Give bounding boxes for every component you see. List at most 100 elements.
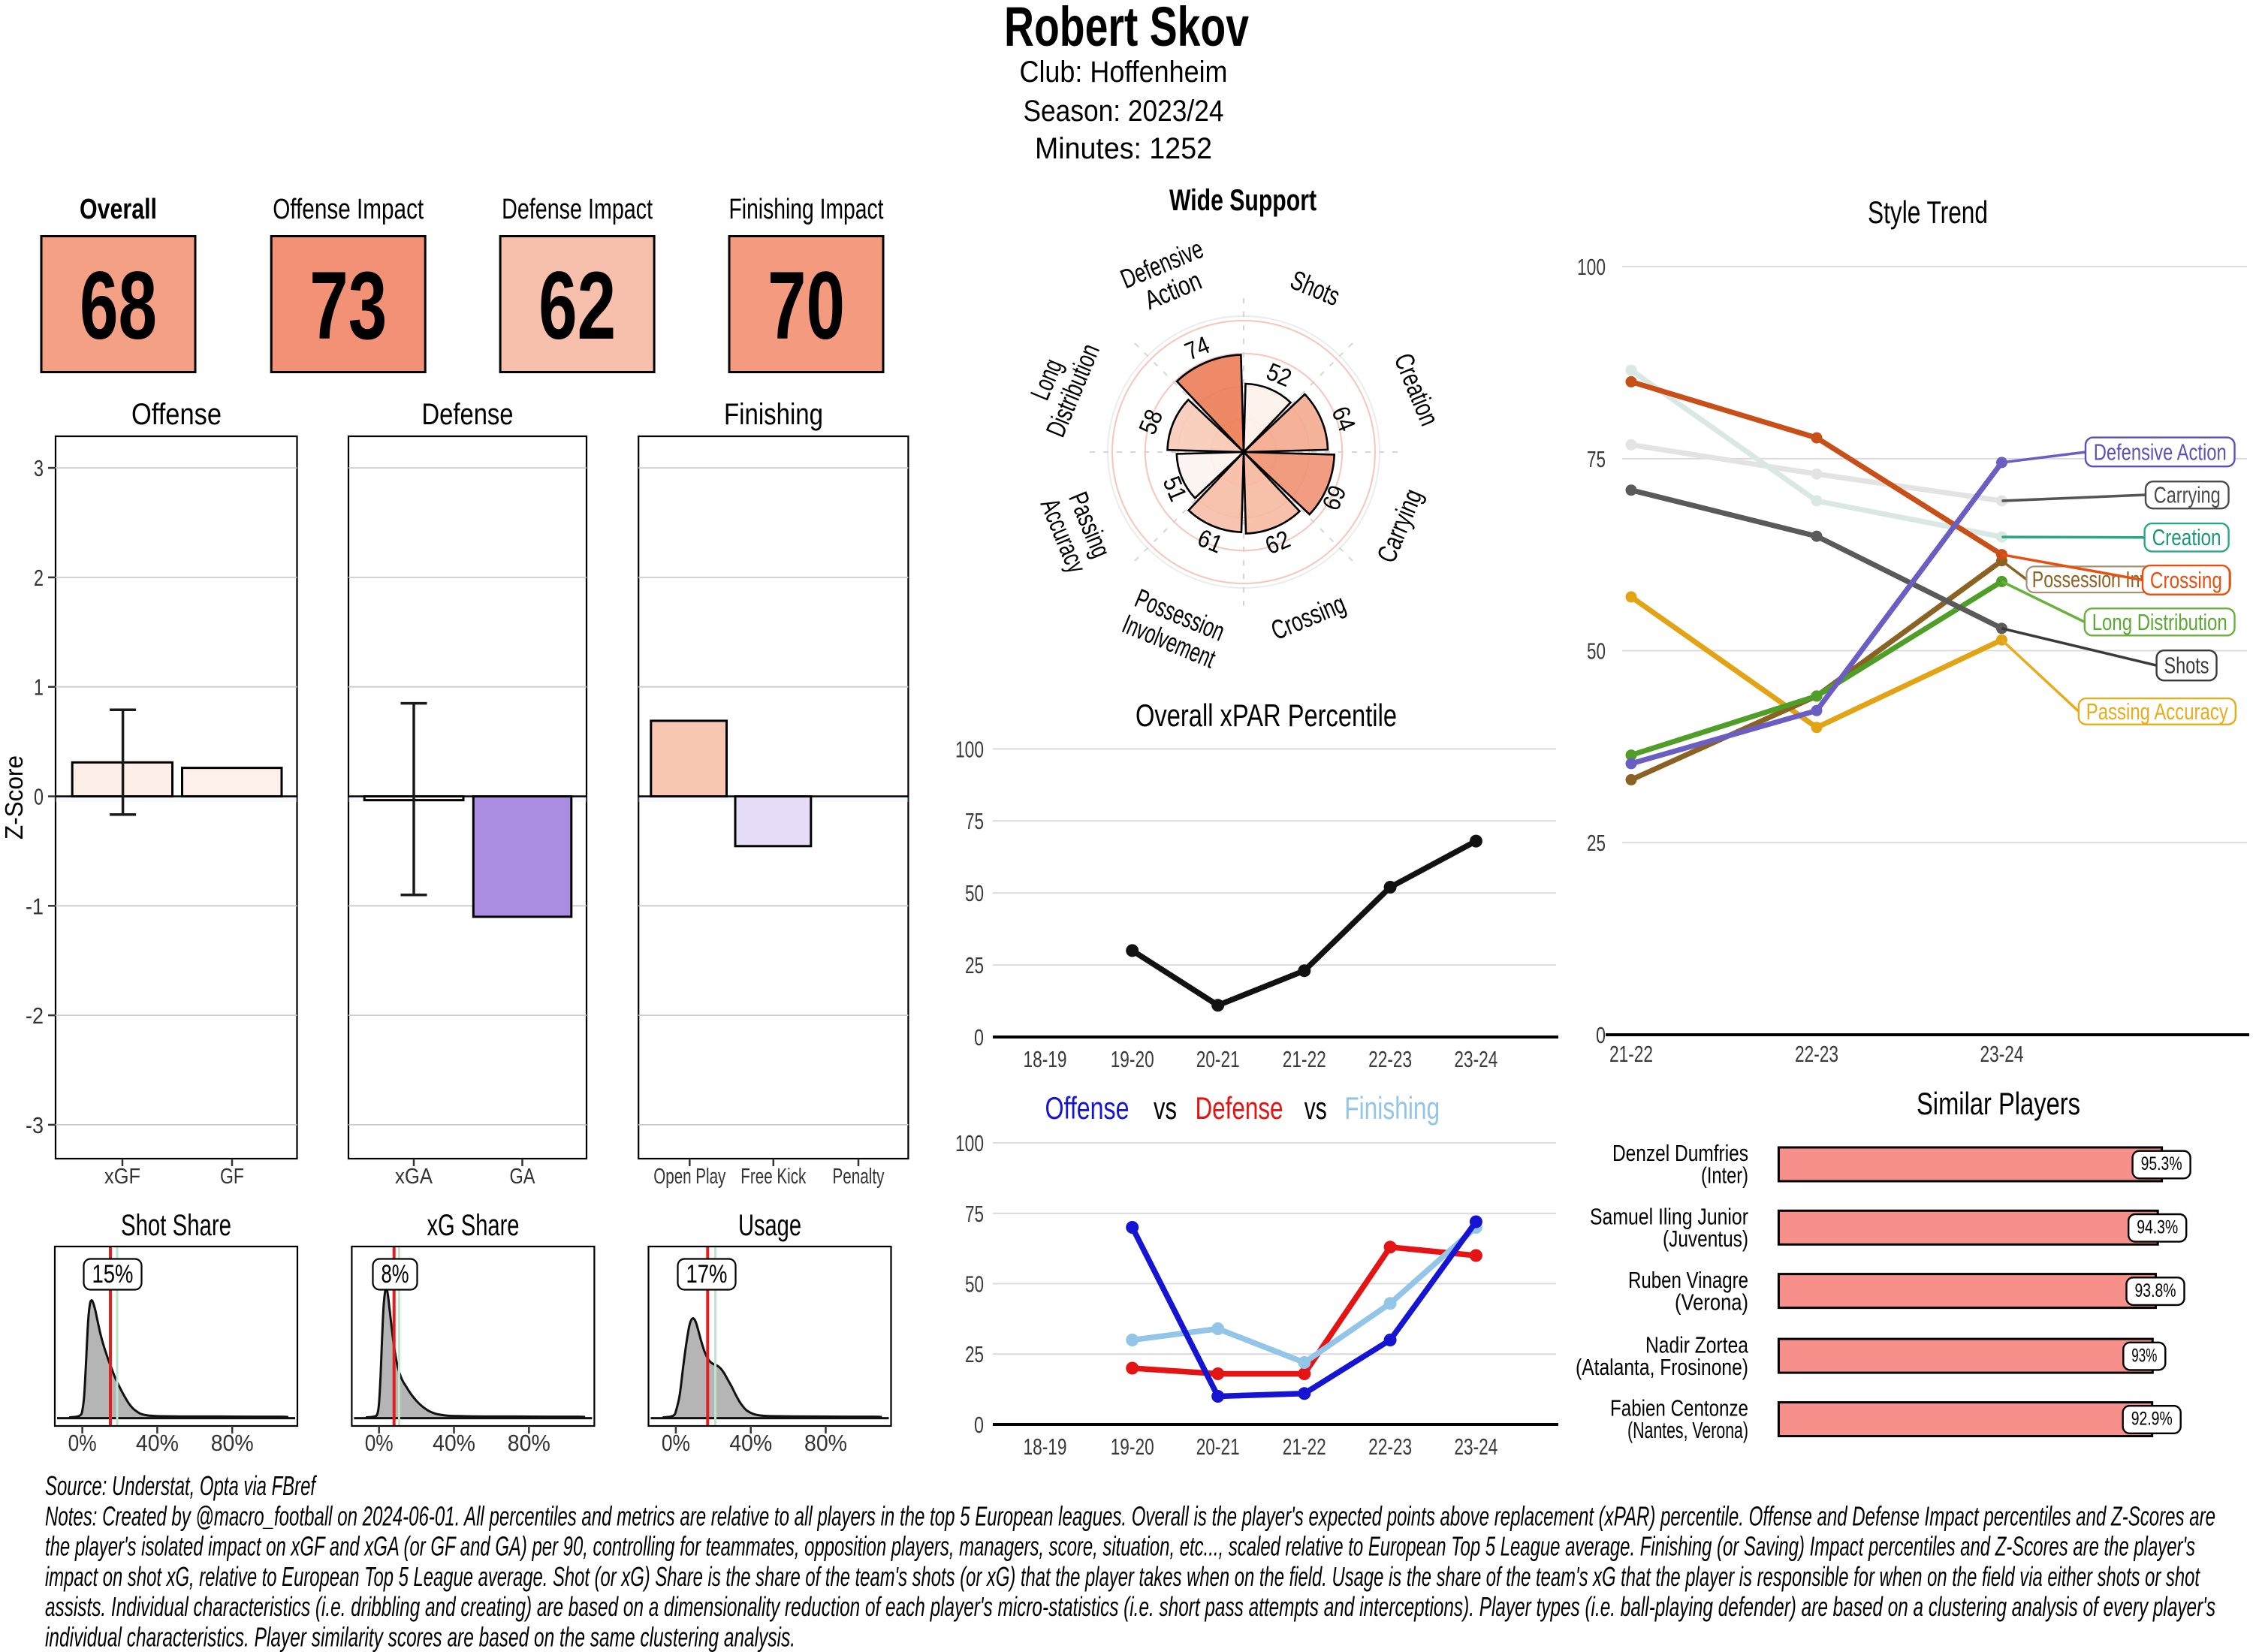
svg-text:Finishing Impact: Finishing Impact [729,194,884,225]
svg-text:73: 73 [309,252,387,360]
svg-text:GF: GF [220,1165,244,1189]
svg-text:20-21: 20-21 [1196,1433,1240,1460]
svg-text:Notes: Created by @macro_footb: Notes: Created by @macro_football on 202… [45,1500,2215,1531]
svg-text:80%: 80% [211,1430,254,1456]
svg-text:93.8%: 93.8% [2135,1280,2176,1301]
svg-text:100: 100 [955,1130,984,1156]
svg-text:Long Distribution: Long Distribution [2092,609,2227,635]
svg-text:impact on shot xG, relative to: impact on shot xG, relative to European … [45,1561,2200,1592]
svg-text:assists. Individual characteri: assists. Individual characteristics (i.e… [45,1591,2215,1622]
svg-text:individual characteristics. Pl: individual characteristics. Player simil… [45,1622,795,1652]
svg-text:(Nantes, Verona): (Nantes, Verona) [1627,1417,1748,1443]
svg-text:-3: -3 [26,1112,44,1138]
svg-text:Defense: Defense [422,398,514,431]
svg-text:40%: 40% [729,1430,772,1456]
svg-text:Offense: Offense [1045,1090,1130,1126]
svg-text:94.3%: 94.3% [2137,1217,2178,1238]
svg-text:75: 75 [1587,446,1606,472]
svg-text:-2: -2 [26,1002,44,1029]
svg-text:21-22: 21-22 [1283,1433,1326,1460]
svg-text:Similar Players: Similar Players [1917,1086,2080,1121]
svg-text:50: 50 [965,880,984,906]
svg-text:23-24: 23-24 [1980,1041,2024,1067]
svg-text:Source: Understat, Opta via FB: Source: Understat, Opta via FBref [45,1470,318,1501]
svg-text:Crossing: Crossing [2150,567,2222,593]
svg-text:23-24: 23-24 [1454,1433,1497,1460]
svg-text:Usage: Usage [738,1209,801,1242]
svg-text:2: 2 [34,565,44,591]
svg-text:100: 100 [1577,254,1606,280]
svg-text:(Juventus): (Juventus) [1663,1225,1748,1252]
svg-text:40%: 40% [433,1430,475,1456]
svg-text:20-21: 20-21 [1196,1046,1240,1072]
svg-text:0: 0 [34,784,44,810]
svg-text:0: 0 [1596,1022,1606,1048]
svg-text:93%: 93% [2131,1345,2157,1366]
svg-text:25: 25 [965,1341,984,1367]
svg-text:Carrying: Carrying [2154,482,2221,508]
svg-text:22-23: 22-23 [1368,1433,1412,1460]
svg-text:80%: 80% [508,1430,550,1456]
svg-text:95.3%: 95.3% [2141,1153,2182,1174]
svg-text:Free Kick: Free Kick [740,1165,806,1189]
svg-text:Overall xPAR Percentile: Overall xPAR Percentile [1136,698,1397,733]
svg-text:92.9%: 92.9% [2131,1409,2173,1430]
svg-text:0: 0 [974,1412,984,1438]
svg-text:Defense: Defense [1196,1090,1283,1126]
svg-text:xG Share: xG Share [427,1209,520,1242]
svg-text:(Inter): (Inter) [1701,1162,1748,1189]
svg-text:50: 50 [965,1271,984,1298]
svg-text:25: 25 [1587,830,1606,856]
svg-text:18-19: 18-19 [1024,1046,1067,1072]
svg-text:(Verona): (Verona) [1675,1289,1748,1315]
svg-text:GA: GA [510,1165,536,1189]
svg-text:8%: 8% [382,1260,409,1289]
svg-text:17%: 17% [686,1260,728,1289]
svg-text:22-23: 22-23 [1368,1046,1412,1072]
svg-text:25: 25 [965,952,984,978]
svg-text:0%: 0% [662,1430,690,1456]
svg-text:50: 50 [1587,638,1606,665]
svg-text:1: 1 [34,674,44,701]
svg-text:62: 62 [538,252,616,360]
svg-text:Z-Score: Z-Score [0,755,28,840]
svg-text:21-22: 21-22 [1283,1046,1326,1072]
svg-text:0%: 0% [365,1430,394,1456]
svg-text:3: 3 [34,455,44,481]
svg-text:Creation: Creation [2152,524,2221,550]
svg-text:Offense Impact: Offense Impact [273,194,424,225]
svg-text:Offense: Offense [131,398,222,431]
svg-text:19-20: 19-20 [1111,1433,1154,1460]
svg-text:70: 70 [768,252,845,360]
svg-text:vs: vs [1154,1090,1177,1126]
svg-text:Open Play: Open Play [653,1165,725,1189]
svg-text:40%: 40% [136,1430,179,1456]
svg-text:19-20: 19-20 [1111,1046,1154,1072]
svg-text:68: 68 [80,252,157,360]
svg-text:Season: 2023/24: Season: 2023/24 [1024,95,1224,128]
svg-text:Shots: Shots [2164,653,2209,679]
svg-text:Style Trend: Style Trend [1868,194,1988,230]
svg-text:Fabien Centonze: Fabien Centonze [1610,1395,1748,1421]
svg-text:Penalty: Penalty [833,1165,885,1189]
svg-text:xGF: xGF [104,1165,140,1189]
svg-text:Shot Share: Shot Share [121,1209,231,1242]
svg-text:Nadir Zortea: Nadir Zortea [1645,1331,1749,1358]
svg-text:Club: Hoffenheim: Club: Hoffenheim [1020,56,1228,89]
svg-text:-1: -1 [26,893,44,919]
svg-text:Defense Impact: Defense Impact [502,194,653,225]
svg-text:Passing Accuracy: Passing Accuracy [2086,698,2228,725]
svg-text:Robert Skov: Robert Skov [1004,0,1249,58]
svg-text:75: 75 [965,1201,984,1227]
svg-text:100: 100 [955,736,984,762]
svg-text:Defensive Action: Defensive Action [2094,439,2227,465]
svg-text:Overall: Overall [80,194,157,225]
svg-text:18-19: 18-19 [1024,1433,1067,1460]
svg-text:xGA: xGA [395,1165,433,1189]
svg-text:Finishing: Finishing [724,398,823,431]
svg-text:the player's isolated impact o: the player's isolated impact on xGF and … [45,1531,2195,1562]
svg-text:21-22: 21-22 [1609,1041,1653,1067]
svg-text:Samuel Iling Junior: Samuel Iling Junior [1590,1204,1748,1230]
svg-text:23-24: 23-24 [1454,1046,1497,1072]
svg-text:0%: 0% [68,1430,97,1456]
